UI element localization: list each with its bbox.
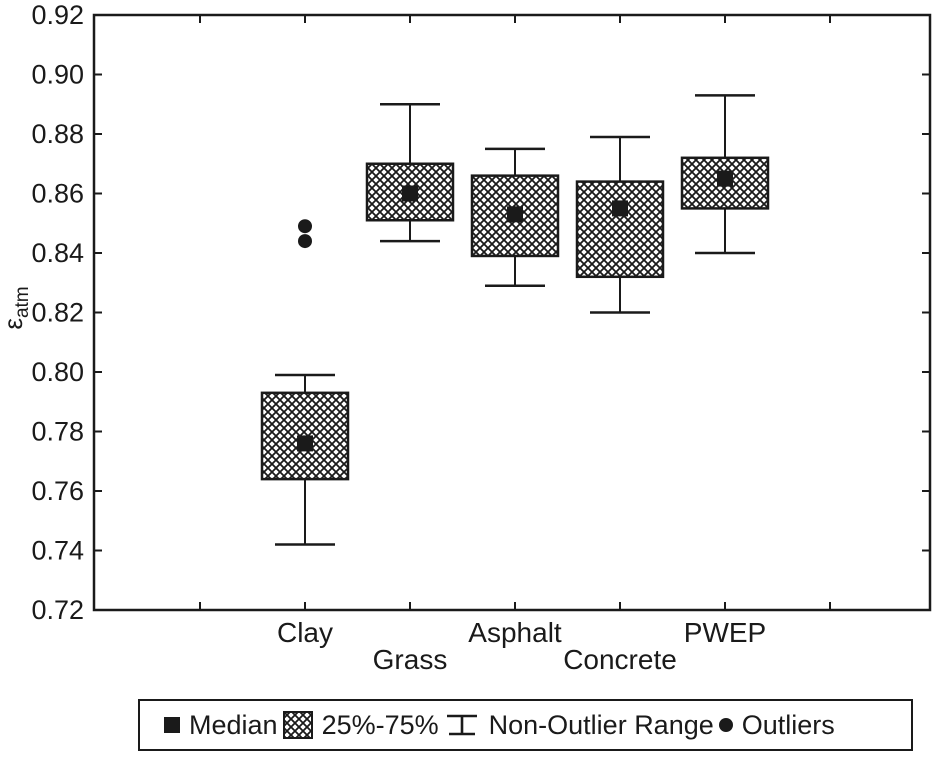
iqr-box (575, 180, 665, 279)
crosshatch-box-icon (282, 711, 313, 739)
legend-label-median: Median (189, 709, 278, 740)
box-group-grass (365, 103, 455, 243)
category-label: PWEP (684, 617, 766, 648)
y-axis-tick-label: 0.78 (31, 417, 84, 447)
plot-frame (92, 13, 932, 612)
median-marker (612, 200, 628, 217)
chart-legend: Median 25%-75% Non-Outlier Range Outlier… (138, 699, 913, 751)
legend-item-iqr: 25%-75% (282, 709, 439, 741)
y-axis-tick-label: 0.76 (31, 476, 84, 506)
category-label: Clay (277, 617, 333, 648)
box-group-pwep (680, 94, 770, 255)
boxplot-svg: 0.92 0.90 0.88 0.86 0.84 0.82 0.80 0.78 0.76 0.74… (0, 0, 932, 675)
legend-item-median: Median (164, 710, 278, 741)
y-axis-tick-label: 0.80 (31, 357, 84, 387)
y-axis-tick-label: 0.86 (31, 179, 84, 209)
y-axis-tick-label: 0.72 (31, 595, 84, 625)
category-label: Grass (373, 644, 448, 675)
filled-square-icon (164, 717, 180, 733)
y-axis-tick-label: 0.90 (31, 60, 84, 90)
outlier-marker (298, 234, 312, 249)
legend-label-nonoutlier-range: Non-Outlier Range (488, 709, 714, 740)
y-axis-tick-label: 0.88 (31, 119, 84, 149)
y-axis-tick-label: 0.74 (31, 536, 84, 566)
median-marker (507, 206, 523, 223)
y-axis: 0.92 0.90 0.88 0.86 0.84 0.82 0.80 0.78 0.76 0.74… (31, 0, 930, 625)
filled-circle-icon (718, 718, 733, 732)
category-label: Concrete (563, 644, 677, 675)
legend-label-outliers: Outliers (741, 709, 835, 740)
legend-item-outliers: Outliers (718, 709, 835, 741)
y-axis-title: εatm (0, 286, 33, 329)
median-marker (402, 185, 418, 202)
category-label: Asphalt (468, 617, 562, 648)
box-group-concrete (575, 135, 665, 314)
median-marker (297, 435, 313, 452)
y-axis-tick-label: 0.84 (31, 238, 84, 268)
box-group-clay (260, 219, 350, 546)
y-axis-tick-label: 0.92 (31, 0, 84, 30)
y-axis-tick-label: 0.82 (31, 298, 84, 328)
whisker-icon (446, 714, 477, 736)
median-marker (717, 170, 733, 187)
legend-item-nonoutlier-range: Non-Outlier Range (444, 710, 714, 741)
iqr-box (680, 156, 770, 210)
outlier-marker (298, 219, 312, 234)
box-group-asphalt (470, 147, 560, 287)
legend-label-iqr: 25%-75% (321, 709, 439, 740)
